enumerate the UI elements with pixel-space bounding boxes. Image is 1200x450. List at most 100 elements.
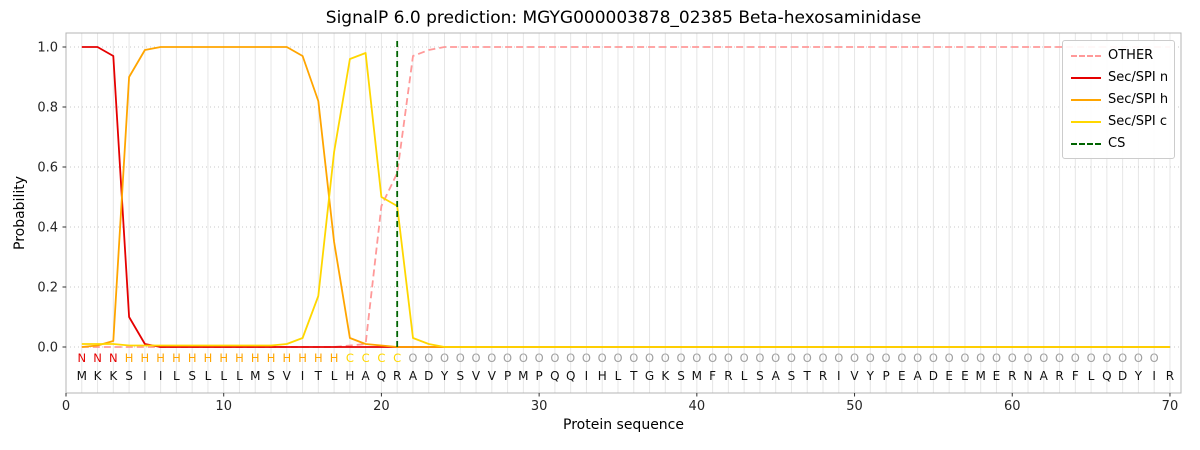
x-tick-label: 30 — [531, 399, 548, 414]
legend-label: Sec/SPI h — [1108, 92, 1169, 107]
series-other — [81, 46, 1170, 348]
sequence-letter: Q — [566, 369, 575, 383]
sequence-letter: E — [993, 369, 1001, 383]
region-letter: C — [346, 351, 354, 365]
region-letter: O — [913, 351, 922, 365]
sequence-letter: R — [1008, 369, 1016, 383]
region-letter: O — [960, 351, 969, 365]
sequence-letter: L — [205, 369, 212, 383]
sequence-letter: A — [362, 369, 371, 383]
region-letter: O — [677, 351, 686, 365]
region-letter: N — [77, 351, 86, 365]
y-tick-label: 0.0 — [37, 341, 58, 356]
legend-label: Sec/SPI c — [1108, 114, 1167, 129]
region-letter: O — [724, 351, 733, 365]
sequence-letter: A — [409, 369, 418, 383]
region-letter: O — [1150, 351, 1159, 365]
sequence-letter: R — [1166, 369, 1174, 383]
sequence-letter: V — [283, 369, 292, 383]
region-letter: O — [1055, 351, 1064, 365]
region-letter: O — [582, 351, 591, 365]
sequence-letter: F — [709, 369, 716, 383]
sequence-letter: S — [125, 369, 133, 383]
sequence-letter: M — [692, 369, 702, 383]
region-letter: O — [645, 351, 654, 365]
sequence-letter: M — [77, 369, 87, 383]
region-letter: N — [109, 351, 118, 365]
sequence-letter: L — [741, 369, 748, 383]
region-letter: O — [472, 351, 481, 365]
region-letter: O — [1071, 351, 1080, 365]
x-axis-label: Protein sequence — [563, 417, 684, 433]
region-letter: H — [298, 351, 307, 365]
sequence-letter: L — [615, 369, 622, 383]
sequence-letter: L — [331, 369, 338, 383]
y-tick-label: 1.0 — [37, 41, 58, 56]
sequence-letter: G — [645, 369, 654, 383]
region-letter: O — [519, 351, 528, 365]
sequence-letter: M — [976, 369, 986, 383]
region-letter: O — [456, 351, 465, 365]
y-tick-label: 0.6 — [37, 161, 58, 176]
region-letter: H — [330, 351, 339, 365]
legend-label: CS — [1108, 136, 1126, 151]
region-letter: O — [550, 351, 559, 365]
region-letter: H — [156, 351, 165, 365]
legend-line-cs-icon — [1071, 142, 1101, 145]
sequence-letter: V — [488, 369, 497, 383]
sequence-letter: K — [109, 369, 118, 383]
region-letter: O — [661, 351, 670, 365]
sequence-letter: Q — [1102, 369, 1111, 383]
sequence-letter: Y — [1134, 369, 1143, 383]
sequence-letter: M — [250, 369, 260, 383]
region-letter: O — [1118, 351, 1127, 365]
sequence-letter: A — [1040, 369, 1049, 383]
sequence-letter: E — [898, 369, 906, 383]
region-letter: H — [204, 351, 213, 365]
sequence-letter: L — [1088, 369, 1095, 383]
region-letter: O — [818, 351, 827, 365]
legend-line-sec-spi-h-icon — [1071, 98, 1101, 101]
x-tick-label: 70 — [1162, 399, 1179, 414]
region-letter: O — [440, 351, 449, 365]
legend-line-other-icon — [1071, 54, 1101, 57]
region-letter: H — [188, 351, 197, 365]
region-letter: O — [424, 351, 433, 365]
sequence-letter: R — [724, 369, 732, 383]
y-axis-label: Probability — [12, 175, 28, 251]
series-n — [81, 46, 1170, 348]
region-letter: O — [929, 351, 938, 365]
legend-entry-sec-spi-n: Sec/SPI n — [1071, 71, 1168, 84]
region-letter: O — [613, 351, 622, 365]
region-letter: O — [976, 351, 985, 365]
region-letter: C — [377, 351, 385, 365]
region-letter: O — [866, 351, 875, 365]
region-letter: O — [598, 351, 607, 365]
region-letter: C — [362, 351, 370, 365]
sequence-letter: I — [585, 369, 589, 383]
region-letter: O — [487, 351, 496, 365]
sequence-letter: P — [504, 369, 511, 383]
region-letter: H — [172, 351, 181, 365]
x-tick-label: 10 — [215, 399, 232, 414]
region-letter: O — [1134, 351, 1143, 365]
region-letter: O — [834, 351, 843, 365]
sequence-letter: K — [661, 369, 670, 383]
region-letter: H — [314, 351, 323, 365]
sequence-letter: S — [188, 369, 196, 383]
region-letter: C — [393, 351, 401, 365]
sequence-letter: H — [598, 369, 607, 383]
x-tick-label: 50 — [846, 399, 863, 414]
series-c — [81, 52, 1170, 348]
region-letter: O — [629, 351, 638, 365]
sequence-letter: Y — [440, 369, 449, 383]
legend-entry-other: OTHER — [1071, 49, 1166, 62]
region-letter: H — [141, 351, 150, 365]
sequence-letter: L — [220, 369, 227, 383]
region-letter: O — [503, 351, 512, 365]
sequence-letter: I — [143, 369, 147, 383]
legend-entry-sec-spi-h: Sec/SPI h — [1071, 92, 1169, 107]
plot-border — [65, 32, 1182, 394]
sequence-letter: T — [314, 369, 323, 383]
sequence-letter: E — [961, 369, 969, 383]
